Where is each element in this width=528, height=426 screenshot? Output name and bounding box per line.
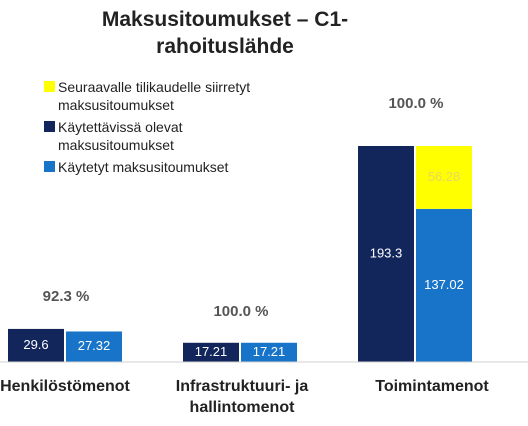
legend-item: Käytetyt maksusitoumukset [44,158,284,176]
bar [358,146,414,362]
annotation: 92.3 % [43,288,90,305]
x-tick-label: Toimintamenot [375,378,489,395]
legend-label: Käytetyt maksusitoumukset [58,159,229,175]
bar [416,208,472,362]
legend-label: Seuraavalle tilikaudelle siirretyt maksu… [58,79,251,113]
legend-swatch [44,121,55,132]
x-tick-label: Henkilöstömenot [0,378,130,395]
value-label: 17.21 [253,344,286,359]
legend: Seuraavalle tilikaudelle siirretyt maksu… [44,78,284,180]
value-label: 193.3 [370,245,403,260]
legend-item: Seuraavalle tilikaudelle siirretyt maksu… [44,78,284,114]
annotation: 100.0 % [388,95,443,112]
bar [241,342,297,362]
value-label: 17.21 [195,344,228,359]
bar [416,146,472,209]
legend-item: Käytettävissä olevat maksusitoumukset [44,118,284,154]
legend-swatch [44,81,55,92]
chart-title: Maksusitoumukset – C1-rahoituslähde [101,8,349,58]
x-tick-label: Infrastruktuuri- ja hallintomenot [175,378,309,416]
value-label: 56.28 [428,169,461,184]
value-label: 137.02 [424,277,464,292]
bar [183,342,239,362]
value-label: 29.6 [23,337,48,352]
legend-label: Käytettävissä olevat maksusitoumukset [58,119,183,153]
value-label: 27.32 [78,338,111,353]
bar [66,331,122,362]
bar [8,328,64,362]
annotation: 100.0 % [213,303,268,320]
legend-swatch [44,161,55,172]
